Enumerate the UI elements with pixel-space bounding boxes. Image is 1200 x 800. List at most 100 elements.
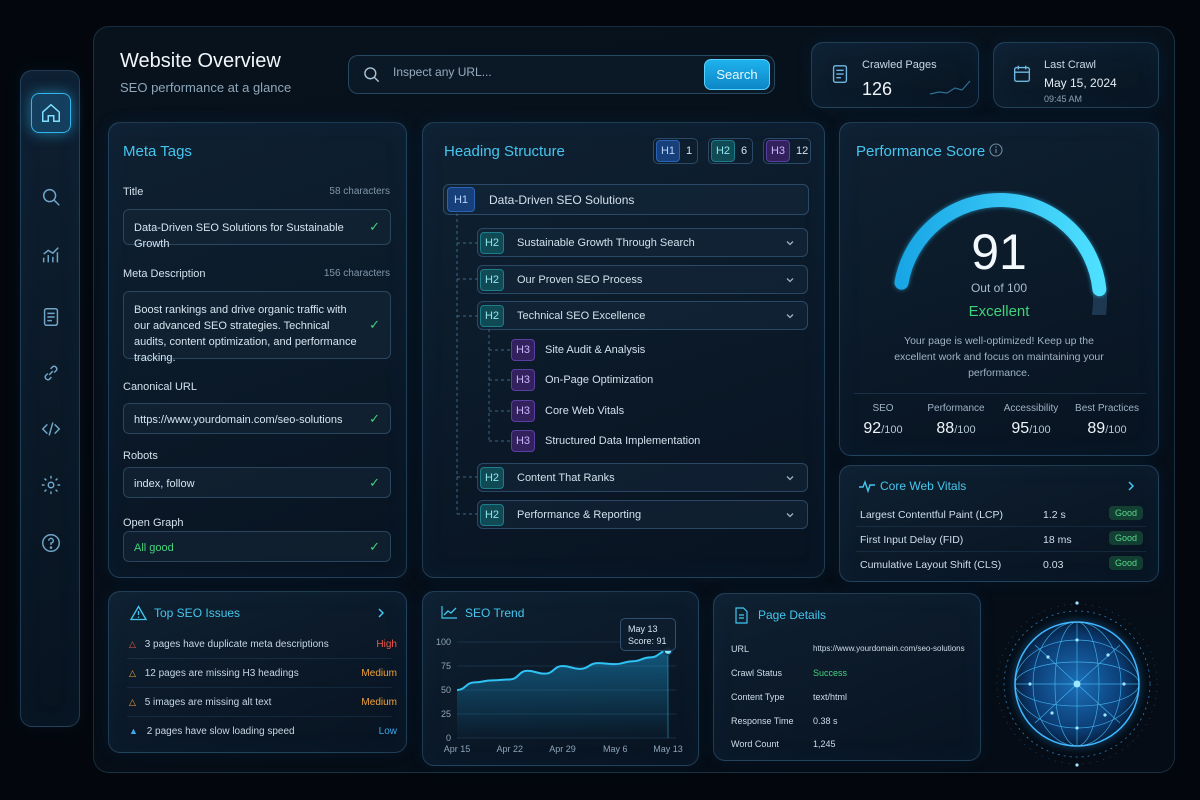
alert-triangle-icon: △ <box>129 639 136 649</box>
last-crawl-label: Last Crawl <box>1044 59 1096 71</box>
field-label-canonical: Canonical URL <box>123 381 197 393</box>
canonical-url-field[interactable]: https://www.yourdomain.com/seo-solutions… <box>123 403 391 434</box>
sparkline-icon <box>929 80 971 95</box>
sub-score-suffix: /100 <box>881 424 903 436</box>
info-icon[interactable] <box>989 143 1003 157</box>
code-icon <box>41 422 61 436</box>
calendar-icon <box>1013 65 1031 83</box>
chevron-down-icon <box>786 313 794 318</box>
sub-score-seo: SEO 92/100 <box>843 403 923 438</box>
last-crawl-card: Last Crawl May 15, 2024 09:45 AM <box>993 42 1159 108</box>
issue-row[interactable]: ▲ 2 pages have slow loading speed Low <box>129 726 397 737</box>
h1-count-badge[interactable]: H1 1 <box>653 138 698 164</box>
heading-tag-h1: H1 <box>447 187 475 212</box>
heading-text: Technical SEO Excellence <box>517 309 646 322</box>
seo-trend-title: SEO Trend <box>465 606 525 620</box>
heading-h2-row[interactable]: H2 Our Proven SEO Process <box>477 265 808 294</box>
heading-h3-row[interactable]: H3 Structured Data Implementation <box>511 429 700 453</box>
detail-label: Content Type <box>731 692 785 702</box>
robots-field[interactable]: index, follow ✓ <box>123 467 391 498</box>
issue-text: 12 pages are missing H3 headings <box>144 668 299 679</box>
nav-home[interactable] <box>31 93 71 133</box>
top-seo-issues-panel: Top SEO Issues △ 3 pages have duplicate … <box>108 591 407 753</box>
nav-settings[interactable] <box>31 465 71 505</box>
heading-h2-row[interactable]: H2 Content That Ranks <box>477 463 808 492</box>
detail-value: text/html <box>813 692 848 702</box>
detail-label: Crawl Status <box>731 668 783 678</box>
sub-score-value: 92 <box>863 420 882 437</box>
y-tick-label: 25 <box>441 709 451 719</box>
heading-tag-h3: H3 <box>511 369 535 391</box>
detail-value: 1,245 <box>813 739 836 749</box>
heading-text: Data-Driven SEO Solutions <box>489 192 635 207</box>
canonical-url-value: https://www.yourdomain.com/seo-solutions <box>134 414 343 426</box>
nav-content[interactable] <box>31 297 71 337</box>
tooltip-score: Score: 91 <box>628 636 667 646</box>
search-button[interactable]: Search <box>704 59 770 90</box>
warning-icon <box>130 605 147 621</box>
issue-row[interactable]: △ 5 images are missing alt text Medium <box>129 697 397 708</box>
chevron-down-icon <box>786 512 794 517</box>
url-search-input[interactable] <box>393 65 693 79</box>
h2-count-badge[interactable]: H2 6 <box>708 138 753 164</box>
page-title: Website Overview <box>120 50 281 72</box>
severity-label: High <box>376 639 397 650</box>
field-label-meta-description: Meta Description <box>123 268 206 280</box>
meta-tags-panel: Meta Tags Title 58 characters Data-Drive… <box>108 122 407 578</box>
check-icon: ✓ <box>369 317 380 332</box>
sub-score-value: 89 <box>1087 420 1106 437</box>
analytics-icon <box>42 247 59 263</box>
title-value: Data-Driven SEO Solutions for Sustainabl… <box>134 222 344 250</box>
robots-value: index, follow <box>134 478 195 490</box>
nav-analytics[interactable] <box>31 235 71 275</box>
divider <box>127 658 392 659</box>
meta-tags-title: Meta Tags <box>123 143 192 160</box>
heading-structure-title: Heading Structure <box>444 143 565 160</box>
open-graph-value: All good <box>134 542 174 554</box>
x-tick-label: May 6 <box>603 744 628 754</box>
meta-description-field[interactable]: Boost rankings and drive organic traffic… <box>123 291 391 364</box>
nav-links[interactable] <box>31 353 71 393</box>
sub-score-suffix: /100 <box>1029 424 1051 436</box>
status-badge: Good <box>1108 556 1143 570</box>
sidebar <box>20 70 80 727</box>
h1-count: 1 <box>686 145 693 157</box>
score-out-of: Out of 100 <box>970 281 1028 295</box>
heading-h3-row[interactable]: H3 Site Audit & Analysis <box>511 338 645 362</box>
issue-row[interactable]: △ 3 pages have duplicate meta descriptio… <box>129 639 397 650</box>
help-icon <box>42 534 60 552</box>
heading-h2-row[interactable]: H2 Performance & Reporting <box>477 500 808 529</box>
nav-search[interactable] <box>31 177 71 217</box>
nav-help[interactable] <box>31 523 71 563</box>
chevron-right-icon[interactable] <box>1126 480 1136 492</box>
title-field[interactable]: Data-Driven SEO Solutions for Sustainabl… <box>123 209 391 250</box>
heading-h3-row[interactable]: H3 On-Page Optimization <box>511 368 653 392</box>
cwv-metric: First Input Delay (FID) <box>860 534 964 546</box>
open-graph-field[interactable]: All good ✓ <box>123 531 391 562</box>
chevron-right-icon[interactable] <box>376 607 386 619</box>
page-details-panel: Page Details URL https://www.yourdomain.… <box>713 593 981 761</box>
detail-row-response-time: Response Time 0.38 s <box>731 716 838 726</box>
issue-row[interactable]: △ 12 pages are missing H3 headings Mediu… <box>129 668 397 679</box>
top-seo-issues-title: Top SEO Issues <box>154 606 241 620</box>
gauge-fill <box>894 192 1107 297</box>
heading-structure-panel: Heading Structure H1 1 H2 6 H3 12 H1 Dat… <box>422 122 825 578</box>
chart-tooltip: May 13 Score: 91 <box>620 618 676 651</box>
heading-h3-row[interactable]: H3 Core Web Vitals <box>511 399 624 423</box>
heading-h1-row[interactable]: H1 Data-Driven SEO Solutions <box>443 184 809 215</box>
sub-score-label: Performance <box>927 403 985 414</box>
nav-code[interactable] <box>31 409 71 449</box>
score-gauge <box>894 192 1108 315</box>
check-icon: ✓ <box>369 410 380 426</box>
heading-tag-h2: H2 <box>480 503 504 526</box>
h3-count-badge[interactable]: H3 12 <box>763 138 811 164</box>
cwv-value: 18 ms <box>1043 534 1072 546</box>
heading-tag-h3: H3 <box>511 339 535 361</box>
alert-triangle-icon: △ <box>129 668 136 678</box>
status-badge: Good <box>1108 506 1143 520</box>
heading-h2-row[interactable]: H2 Technical SEO Excellence <box>477 301 808 330</box>
page-subtitle: SEO performance at a glance <box>120 80 292 95</box>
search-icon <box>364 67 380 83</box>
performance-score-title: Performance Score <box>856 143 986 160</box>
heading-h2-row[interactable]: H2 Sustainable Growth Through Search <box>477 228 808 257</box>
